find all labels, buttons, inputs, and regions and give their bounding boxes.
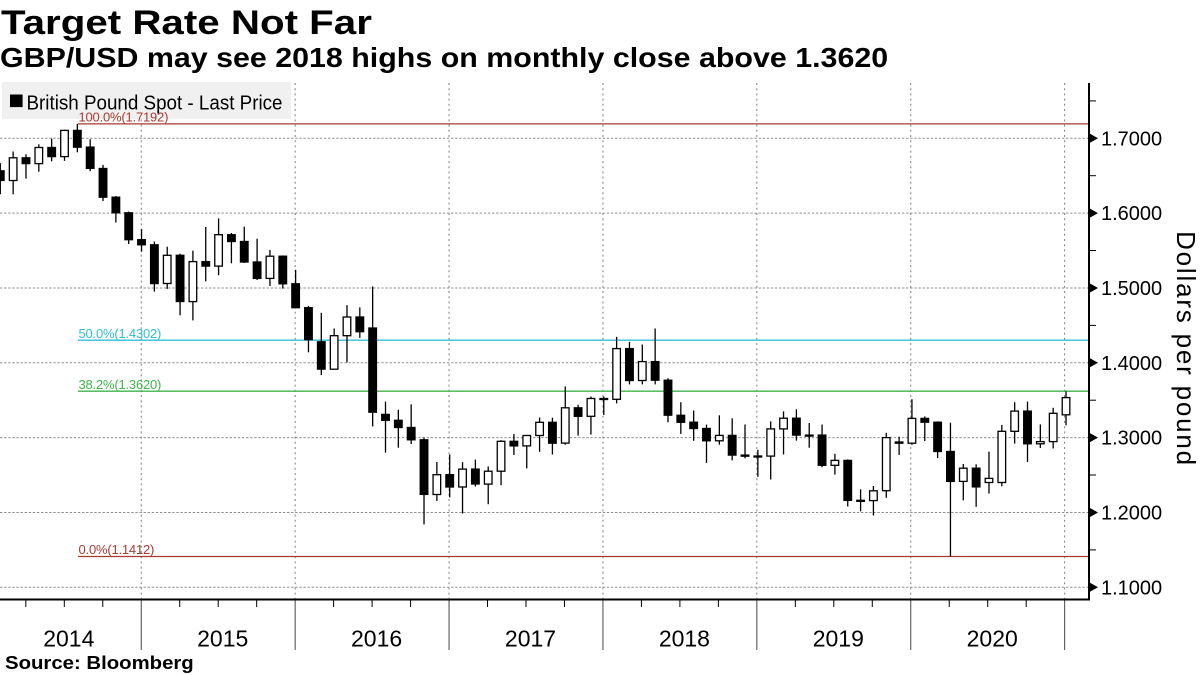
svg-text:2018: 2018 (659, 626, 710, 652)
svg-text:38.2%(1.3620): 38.2%(1.3620) (79, 377, 162, 392)
svg-text:1.3000: 1.3000 (1101, 428, 1162, 450)
svg-text:1.1000: 1.1000 (1101, 577, 1162, 599)
svg-text:British Pound Spot - Last Pric: British Pound Spot - Last Price (27, 92, 283, 115)
svg-text:100.0%(1.7192): 100.0%(1.7192) (79, 110, 169, 125)
svg-text:1.7000: 1.7000 (1101, 128, 1162, 150)
svg-text:2017: 2017 (505, 626, 556, 652)
svg-text:2019: 2019 (813, 626, 864, 652)
svg-text:Dollars per pound: Dollars per pound (1171, 231, 1200, 467)
svg-text:1.4000: 1.4000 (1101, 353, 1162, 375)
svg-text:1.2000: 1.2000 (1101, 503, 1162, 525)
svg-text:2014: 2014 (43, 626, 94, 652)
svg-text:1.6000: 1.6000 (1101, 203, 1162, 225)
svg-text:2020: 2020 (967, 626, 1018, 652)
svg-text:2015: 2015 (197, 626, 248, 652)
svg-text:2016: 2016 (351, 626, 402, 652)
svg-text:50.0%(1.4302): 50.0%(1.4302) (79, 326, 162, 341)
svg-text:1.5000: 1.5000 (1101, 278, 1162, 300)
svg-text:0.0%(1.1412): 0.0%(1.1412) (79, 542, 155, 557)
